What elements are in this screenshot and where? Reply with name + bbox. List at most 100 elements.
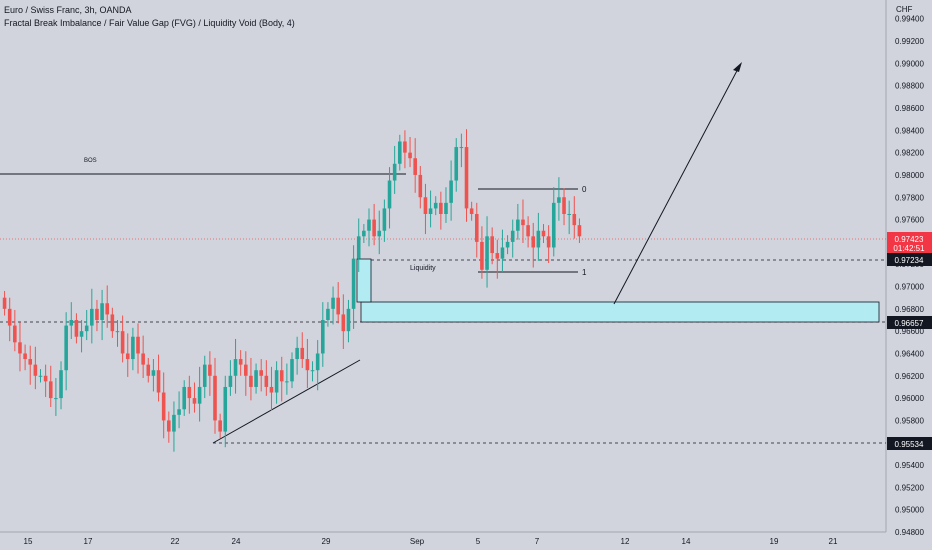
- candle[interactable]: [387, 167, 392, 229]
- candle[interactable]: [33, 346, 38, 390]
- candle[interactable]: [223, 375, 228, 448]
- candle[interactable]: [100, 289, 104, 341]
- candle[interactable]: [279, 356, 284, 402]
- indicator-title[interactable]: Fractal Break Imbalance / Fair Value Gap…: [4, 18, 295, 28]
- candle[interactable]: [156, 354, 161, 402]
- candle[interactable]: [300, 332, 305, 368]
- candle[interactable]: [151, 359, 156, 392]
- candle[interactable]: [516, 203, 520, 240]
- candle[interactable]: [249, 357, 253, 401]
- candle[interactable]: [392, 145, 397, 194]
- candle[interactable]: [120, 315, 125, 363]
- candle[interactable]: [480, 226, 484, 279]
- fvg-zone-large[interactable]: [360, 301, 880, 323]
- candle[interactable]: [305, 338, 310, 389]
- candle[interactable]: [244, 351, 248, 396]
- candle[interactable]: [423, 183, 428, 235]
- candle[interactable]: [84, 309, 89, 341]
- symbol-title[interactable]: Euro / Swiss Franc, 3h, OANDA: [4, 5, 132, 15]
- candle[interactable]: [13, 309, 17, 352]
- candle[interactable]: [382, 199, 387, 242]
- candle[interactable]: [2, 290, 7, 316]
- candle[interactable]: [259, 359, 263, 392]
- candle[interactable]: [577, 218, 582, 244]
- candle[interactable]: [557, 177, 561, 221]
- candle[interactable]: [59, 361, 63, 410]
- candle[interactable]: [521, 199, 525, 244]
- candle[interactable]: [433, 196, 438, 216]
- candle[interactable]: [526, 216, 530, 248]
- candle[interactable]: [336, 282, 340, 324]
- candle[interactable]: [562, 188, 566, 226]
- candle[interactable]: [510, 219, 515, 258]
- candle[interactable]: [48, 365, 53, 408]
- candle[interactable]: [346, 299, 351, 343]
- candle[interactable]: [295, 336, 299, 375]
- candle[interactable]: [485, 216, 489, 288]
- fvg-zone-vertical[interactable]: [356, 258, 372, 303]
- candle[interactable]: [38, 369, 43, 383]
- candle[interactable]: [131, 327, 135, 371]
- candle[interactable]: [172, 401, 176, 452]
- candle[interactable]: [439, 191, 443, 230]
- candle[interactable]: [208, 351, 212, 396]
- projection-arrow[interactable]: [613, 64, 741, 305]
- candle[interactable]: [125, 333, 130, 377]
- candle[interactable]: [500, 229, 505, 273]
- candle[interactable]: [105, 285, 110, 328]
- candle[interactable]: [187, 375, 192, 414]
- candle[interactable]: [228, 360, 233, 396]
- candle[interactable]: [403, 130, 407, 169]
- candle[interactable]: [326, 302, 330, 327]
- candle[interactable]: [23, 344, 27, 371]
- candle[interactable]: [418, 166, 423, 209]
- candle[interactable]: [218, 413, 222, 439]
- candle[interactable]: [177, 391, 181, 429]
- candle[interactable]: [490, 227, 494, 265]
- trendline-1[interactable]: [212, 359, 361, 444]
- candle[interactable]: [264, 360, 269, 396]
- candle[interactable]: [79, 320, 84, 353]
- candle[interactable]: [115, 320, 120, 347]
- candle[interactable]: [90, 288, 94, 344]
- candle[interactable]: [449, 160, 453, 221]
- candle[interactable]: [454, 138, 459, 192]
- candle[interactable]: [362, 224, 366, 244]
- candle[interactable]: [28, 345, 33, 385]
- candle[interactable]: [167, 411, 171, 443]
- candle[interactable]: [310, 361, 315, 382]
- candle[interactable]: [54, 378, 58, 416]
- candle[interactable]: [7, 297, 12, 342]
- candle[interactable]: [474, 202, 479, 258]
- candle[interactable]: [567, 200, 571, 235]
- candle[interactable]: [74, 313, 79, 344]
- candle[interactable]: [531, 222, 536, 268]
- candle[interactable]: [146, 357, 151, 383]
- candle[interactable]: [459, 133, 464, 168]
- candle[interactable]: [541, 224, 546, 244]
- candle[interactable]: [141, 335, 145, 379]
- candle[interactable]: [233, 338, 238, 394]
- candle[interactable]: [315, 340, 320, 391]
- candle[interactable]: [551, 187, 556, 257]
- candle[interactable]: [572, 196, 577, 239]
- candle[interactable]: [69, 302, 74, 339]
- candle[interactable]: [95, 299, 99, 332]
- candle[interactable]: [505, 235, 510, 255]
- candle[interactable]: [341, 294, 346, 350]
- candle[interactable]: [356, 218, 361, 273]
- candle[interactable]: [413, 138, 417, 193]
- candle[interactable]: [136, 323, 140, 374]
- candle[interactable]: [469, 201, 474, 221]
- candle[interactable]: [351, 245, 356, 329]
- candle[interactable]: [202, 355, 207, 399]
- candle[interactable]: [290, 352, 294, 389]
- candle[interactable]: [110, 307, 115, 338]
- candle[interactable]: [182, 380, 187, 416]
- candle[interactable]: [444, 187, 448, 223]
- candle[interactable]: [495, 239, 500, 279]
- candle[interactable]: [43, 364, 48, 397]
- candle[interactable]: [238, 350, 243, 376]
- candle[interactable]: [377, 210, 382, 255]
- candle[interactable]: [269, 366, 274, 411]
